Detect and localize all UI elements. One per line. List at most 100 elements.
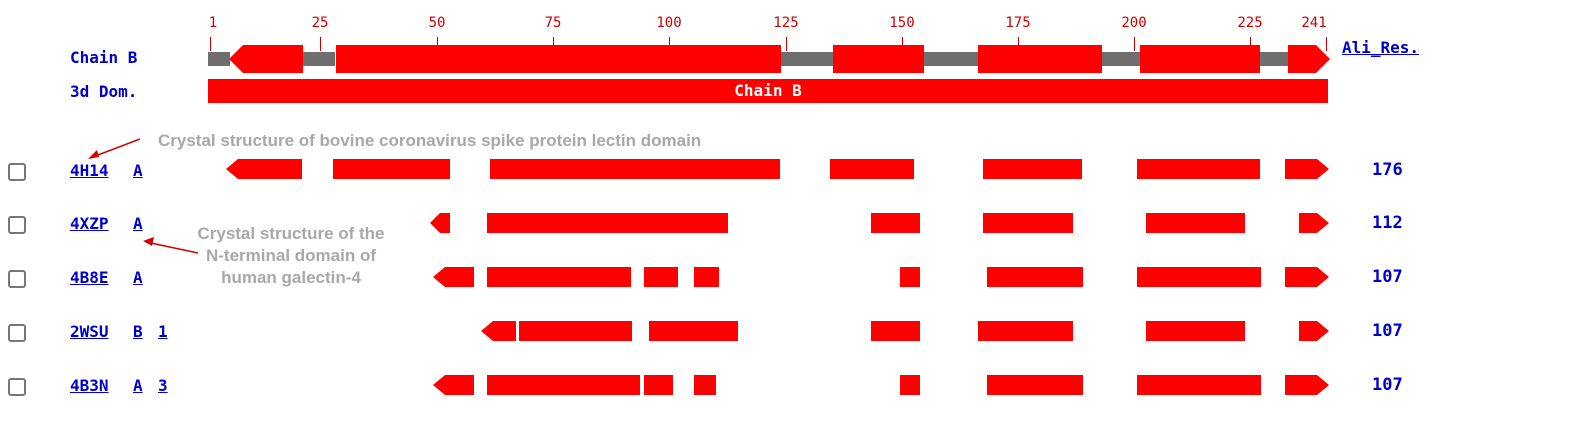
feature-segment [830, 159, 914, 179]
tick-label: 200 [1121, 15, 1147, 31]
annotation-4h14: Crystal structure of bovine coronavirus … [158, 131, 702, 150]
tick-label: 100 [656, 15, 682, 31]
feature-segment [487, 267, 631, 287]
ali-res-link[interactable]: Ali_Res. [1342, 38, 1420, 57]
feature-segment [694, 267, 719, 287]
strand-arrow-left [433, 375, 474, 395]
tick-label: 225 [1237, 15, 1263, 31]
chain-link[interactable]: A [133, 376, 143, 395]
tick-mark [786, 37, 787, 51]
row-checkbox[interactable] [8, 163, 26, 181]
tick-mark [437, 37, 438, 51]
strand-arrow-right [1285, 267, 1329, 287]
annotation-4xzp: Crystal structure of the N-terminal doma… [160, 223, 422, 289]
pdb-link[interactable]: 4XZP [70, 214, 109, 233]
feature-segment [1137, 267, 1261, 287]
tick-label: 175 [1005, 15, 1031, 31]
feature-segment [1146, 213, 1245, 233]
loop-segment [208, 52, 230, 66]
aligned-residue-count: 176 [1372, 160, 1403, 180]
tick-label: 50 [428, 15, 446, 31]
chain-link[interactable]: A [133, 161, 143, 180]
row-checkbox[interactable] [8, 378, 26, 396]
feature-segment [644, 267, 678, 287]
domain-bar: Chain B [208, 79, 1328, 103]
loop-segment [303, 52, 335, 66]
row-checkbox[interactable] [8, 216, 26, 234]
feature-segment [1137, 375, 1261, 395]
strand-arrow-right [1285, 159, 1329, 179]
strand-arrow-right [1288, 45, 1330, 73]
pdb-link[interactable]: 4H14 [70, 161, 109, 180]
aligned-residue-count: 112 [1372, 213, 1403, 233]
chain-label: Chain B [70, 48, 138, 67]
tick-label: 241 [1301, 15, 1327, 31]
loop-segment [1260, 52, 1288, 66]
aligned-residue-count: 107 [1372, 267, 1403, 287]
tick-label: 75 [544, 15, 562, 31]
feature-segment [987, 375, 1083, 395]
row-checkbox[interactable] [8, 324, 26, 342]
tick-label: 1 [208, 15, 218, 31]
chain-link[interactable]: A [133, 214, 143, 233]
feature-segment [336, 45, 781, 73]
feature-segment [644, 375, 673, 395]
aligned-residue-count: 107 [1372, 375, 1403, 395]
feature-segment [333, 159, 450, 179]
annotation-line: Crystal structure of the [197, 224, 385, 243]
tick-mark [553, 37, 554, 51]
loop-segment [1102, 52, 1140, 66]
feature-segment [1140, 45, 1260, 73]
domain-label: 3d Dom. [70, 82, 138, 101]
tick-mark [1250, 37, 1251, 51]
feature-segment [694, 375, 716, 395]
feature-segment [983, 213, 1073, 233]
feature-segment [649, 321, 738, 341]
feature-segment [978, 321, 1073, 341]
tick-mark [320, 37, 321, 51]
feature-segment [833, 45, 924, 73]
feature-segment [987, 267, 1083, 287]
feature-segment [487, 375, 640, 395]
tick-mark [1134, 37, 1135, 51]
strand-arrow-right [1285, 375, 1329, 395]
strand-arrow-right [1299, 321, 1329, 341]
tick-mark [1018, 37, 1019, 51]
annotation-line: N-terminal domain of [205, 246, 376, 265]
feature-segment [1146, 321, 1245, 341]
feature-segment [900, 375, 920, 395]
domain-number-link[interactable]: 3 [158, 376, 168, 395]
tick-mark [1326, 37, 1327, 51]
strand-arrow-left [430, 213, 450, 233]
feature-segment [487, 213, 728, 233]
domain-number-link[interactable]: 1 [158, 322, 168, 341]
aligned-residue-count: 107 [1372, 321, 1403, 341]
annotation-arrow [143, 237, 199, 254]
strand-arrow-left [229, 45, 303, 73]
strand-arrow-right [1299, 213, 1329, 233]
annotation-arrow [88, 138, 141, 159]
chain-link[interactable]: A [133, 268, 143, 287]
feature-segment [871, 321, 920, 341]
feature-segment [519, 321, 632, 341]
pdb-link[interactable]: 2WSU [70, 322, 109, 341]
loop-segment [924, 52, 978, 66]
strand-arrow-left [226, 159, 302, 179]
strand-arrow-left [481, 321, 516, 341]
tick-label: 150 [889, 15, 915, 31]
row-checkbox[interactable] [8, 270, 26, 288]
tick-label: 125 [773, 15, 799, 31]
strand-arrow-left [433, 267, 474, 287]
feature-segment [983, 159, 1082, 179]
pdb-link[interactable]: 4B8E [70, 268, 109, 287]
tick-label: 25 [311, 15, 329, 31]
feature-segment [490, 159, 780, 179]
chain-link[interactable]: B [133, 322, 143, 341]
pdb-link[interactable]: 4B3N [70, 376, 109, 395]
feature-segment [900, 267, 920, 287]
annotation-line: human galectin-4 [221, 268, 361, 287]
feature-segment [1137, 159, 1260, 179]
loop-segment [781, 52, 833, 66]
tick-mark [902, 37, 903, 51]
feature-segment [871, 213, 920, 233]
